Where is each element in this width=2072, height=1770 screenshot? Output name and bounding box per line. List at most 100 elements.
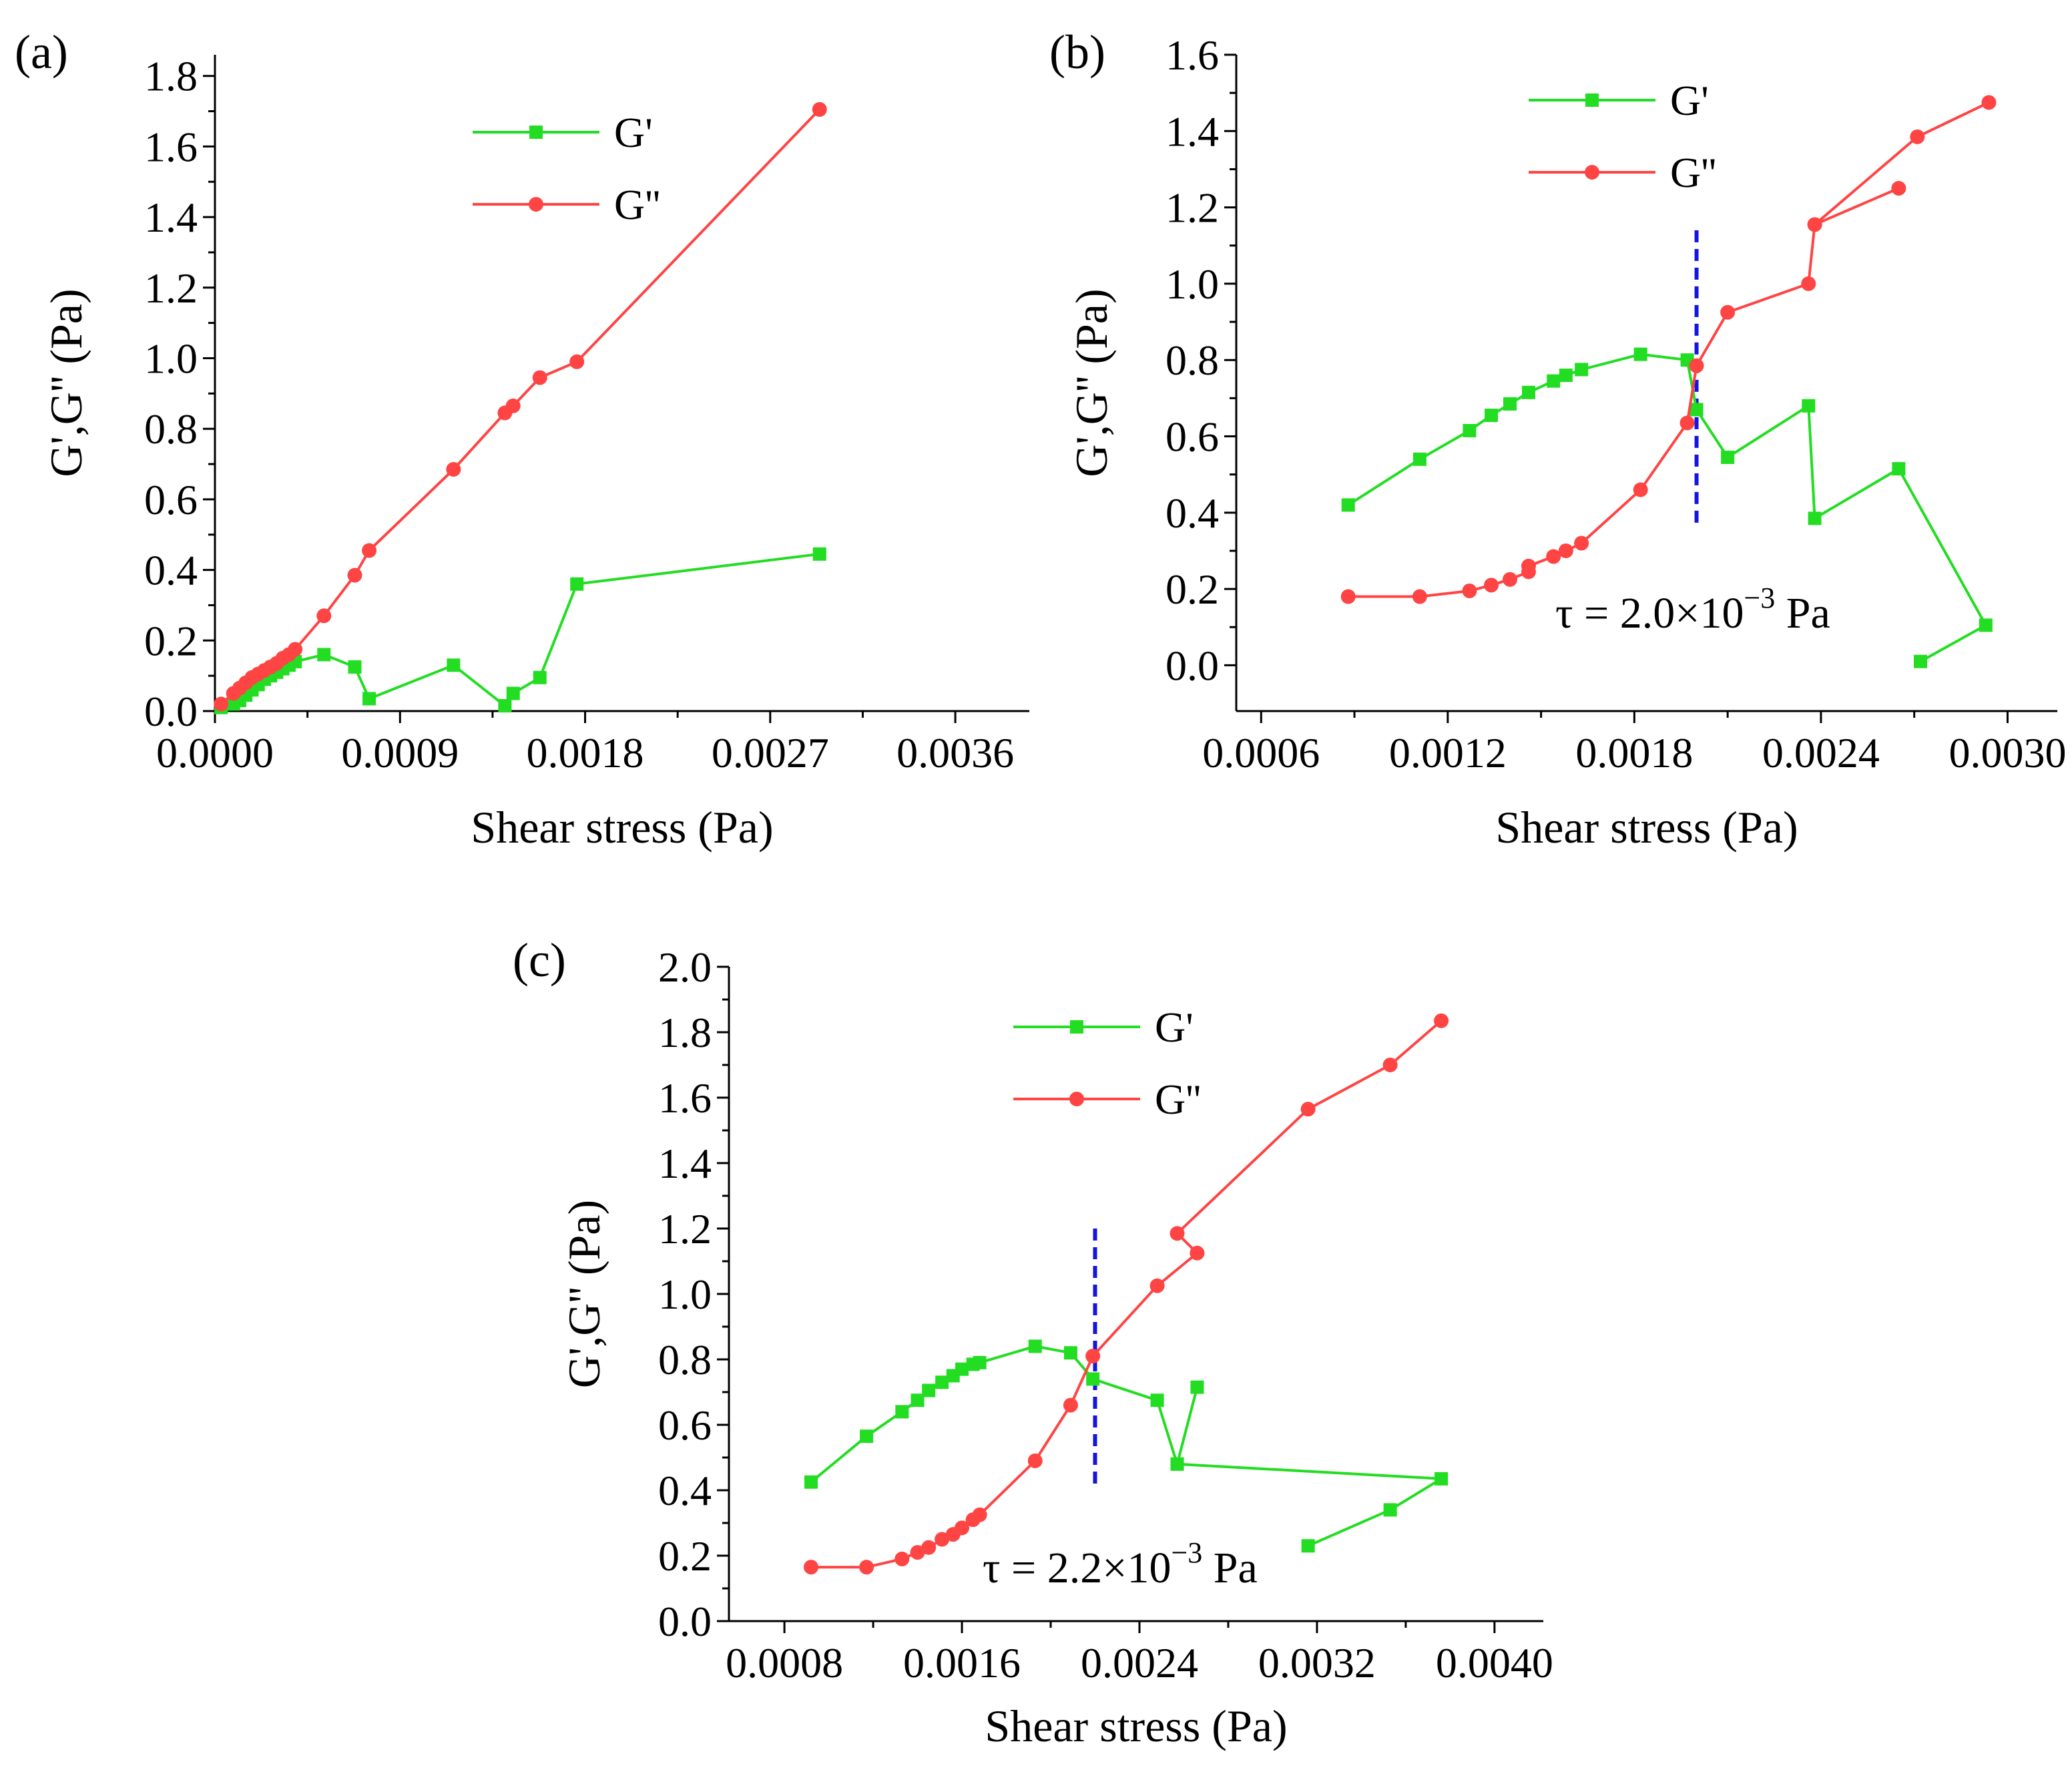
data-point-g-double-prime (1503, 572, 1517, 587)
legend-marker-g-prime (529, 126, 543, 139)
y-tick-label: 1.0 (1166, 260, 1219, 308)
annotation-base: τ = 2.2×10 (983, 1544, 1171, 1592)
y-tick-label: 1.6 (658, 1074, 712, 1122)
data-point-g-double-prime (1981, 95, 1997, 110)
x-tick-label: 0.0006 (1202, 729, 1320, 777)
data-point-g-double-prime (894, 1551, 910, 1566)
y-tick-label: 0.8 (658, 1336, 712, 1383)
y-tick-label: 1.2 (1166, 184, 1219, 232)
x-tick-label: 0.0030 (1949, 729, 2066, 777)
x-tick-label: 0.0009 (341, 729, 459, 777)
y-tick-label: 0.6 (1166, 413, 1219, 461)
data-point-g-double-prime (1085, 1349, 1101, 1364)
data-point-g-double-prime (1462, 583, 1477, 598)
x-tick-label: 0.0024 (1762, 729, 1880, 777)
y-tick-label: 2.0 (658, 943, 712, 991)
data-point-g-prime (1503, 397, 1517, 411)
legend: G' G'' (1529, 77, 1716, 196)
data-point-g-double-prime (446, 461, 461, 477)
data-point-g-prime (498, 699, 512, 713)
y-tick-label: 1.4 (658, 1140, 712, 1187)
data-point-g-double-prime (505, 398, 521, 413)
data-point-g-double-prime (1891, 181, 1906, 196)
data-point-g-double-prime (935, 1532, 950, 1547)
data-point-g-double-prime (803, 1560, 818, 1575)
crossover-annotation: τ = 2.2×10−3 Pa (983, 1536, 1258, 1592)
data-point-g-prime (1547, 374, 1561, 388)
x-tick-label: 0.0040 (1436, 1639, 1553, 1687)
data-point-g-double-prime (1300, 1102, 1316, 1117)
legend-marker-g-prime (1585, 93, 1599, 107)
y-axis-title: G',G'' (Pa) (41, 288, 91, 477)
legend-marker-g-double-prime (1069, 1092, 1084, 1106)
data-point-g-double-prime (1689, 358, 1704, 373)
legend-label-g-prime: G' (614, 109, 653, 156)
legend-marker-g-prime (1070, 1020, 1083, 1034)
x-tick-label: 0.0032 (1258, 1639, 1376, 1687)
data-point-g-double-prime (1574, 535, 1589, 551)
data-point-g-double-prime (812, 101, 827, 117)
legend-label-g-double-prime: G'' (1155, 1076, 1201, 1123)
x-tick-label: 0.0024 (1081, 1639, 1198, 1687)
x-tick-label: 0.0016 (903, 1639, 1021, 1687)
data-point-g-double-prime (921, 1540, 937, 1555)
y-axis-title: G',G'' (Pa) (1066, 288, 1117, 477)
y-tick-label: 1.2 (658, 1205, 712, 1253)
y-tick-label: 1.0 (658, 1271, 712, 1318)
data-point-g-prime (533, 670, 547, 684)
annotation-unit: Pa (1202, 1544, 1258, 1592)
data-point-g-prime (1150, 1393, 1164, 1407)
data-point-g-double-prime (532, 370, 547, 385)
data-point-g-double-prime (1412, 589, 1427, 604)
data-point-g-prime (1086, 1372, 1100, 1386)
data-point-g-prime (973, 1355, 987, 1369)
data-point-g-prime (1633, 347, 1647, 361)
data-point-g-double-prime (955, 1520, 970, 1536)
data-point-g-double-prime (1720, 304, 1736, 320)
panel-label: (c) (513, 933, 566, 987)
y-tick-label: 0.2 (144, 617, 198, 664)
x-axis-title: Shear stress (Pa) (985, 1701, 1287, 1751)
crossover-annotation: τ = 2.0×10−3 Pa (1555, 582, 1830, 638)
y-axis-title: G',G'' (Pa) (559, 1200, 609, 1388)
y-tick-label: 0.4 (658, 1467, 712, 1514)
data-point-g-prime (804, 1475, 818, 1489)
data-point-g-double-prime (316, 608, 332, 624)
data-point-g-prime (1063, 1346, 1077, 1360)
data-point-g-prime (1802, 399, 1816, 413)
x-axis-title: Shear stress (Pa) (471, 802, 773, 853)
data-point-g-prime (1892, 462, 1906, 476)
data-point-g-prime (1559, 369, 1573, 383)
data-point-g-prime (922, 1383, 936, 1397)
data-point-g-prime (1435, 1472, 1449, 1486)
data-point-g-double-prime (1340, 589, 1356, 604)
data-point-g-prime (895, 1405, 909, 1419)
legend-marker-g-double-prime (1585, 165, 1599, 180)
data-point-g-prime (447, 658, 461, 672)
data-point-g-double-prime (1190, 1245, 1205, 1261)
y-tick-label: 1.2 (144, 264, 198, 312)
data-point-g-double-prime (1063, 1397, 1078, 1413)
y-tick-label: 1.4 (144, 194, 198, 241)
y-tick-label: 1.6 (1166, 31, 1219, 79)
y-tick-label: 0.6 (144, 476, 198, 523)
panel-a: 0.0 0.2 0.4 0.6 0.8 1.0 1.2 1.4 1.6 1.8 0.0000 0.00… (15, 25, 1029, 853)
legend-label-g-double-prime: G'' (1670, 149, 1716, 196)
data-point-g-prime (362, 692, 376, 706)
annotation-unit: Pa (1775, 589, 1830, 638)
y-tick-label: 0.4 (144, 547, 198, 594)
data-point-g-prime (860, 1429, 874, 1444)
data-point-g-prime (1721, 450, 1735, 464)
data-point-g-double-prime (1558, 543, 1573, 558)
data-point-g-double-prime (1484, 578, 1499, 593)
legend: G' G'' (1013, 1004, 1201, 1123)
x-tick-label: 0.0036 (896, 729, 1014, 777)
data-point-g-double-prime (1910, 129, 1925, 144)
y-tick-label: 0.0 (1166, 642, 1219, 689)
data-point-g-double-prime (362, 543, 377, 558)
data-point-g-prime (1808, 511, 1822, 525)
data-point-g-double-prime (1434, 1013, 1449, 1028)
data-point-g-double-prime (1546, 549, 1561, 564)
data-point-g-prime (935, 1375, 949, 1389)
